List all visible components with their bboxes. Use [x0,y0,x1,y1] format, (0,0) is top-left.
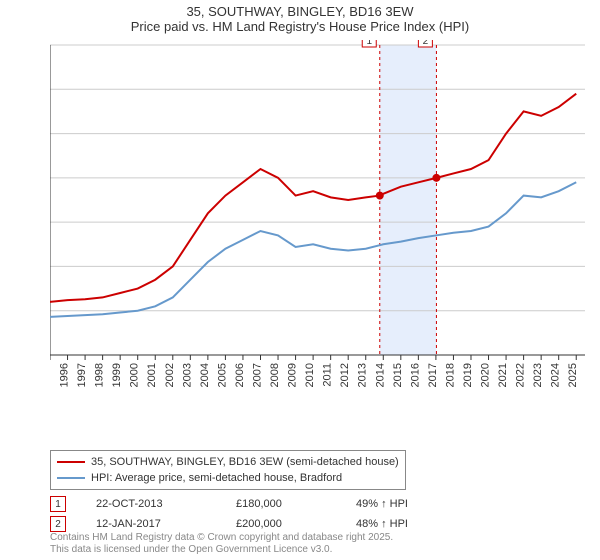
svg-text:2004: 2004 [199,363,211,387]
legend-swatch [57,461,85,463]
legend-label: HPI: Average price, semi-detached house,… [91,470,342,486]
legend-swatch [57,477,85,479]
svg-text:2013: 2013 [357,363,369,387]
transaction-price: £200,000 [236,518,326,530]
svg-text:2018: 2018 [444,363,456,387]
transaction-table: 1 22-OCT-2013 £180,000 49% ↑ HPI 2 12-JAN-201… [50,496,590,532]
transaction-number-box: 2 [50,516,66,532]
svg-text:2007: 2007 [251,363,263,387]
svg-text:2000: 2000 [129,363,141,387]
transaction-pct: 48% ↑ HPI [356,518,408,530]
line-chart: £0£50K£100K£150K£200K£250K£300K£350K1995… [50,40,590,410]
transaction-row: 2 12-JAN-2017 £200,000 48% ↑ HPI [50,516,590,532]
svg-text:2005: 2005 [216,363,228,387]
svg-text:1999: 1999 [111,363,123,387]
legend-item: HPI: Average price, semi-detached house,… [57,470,399,486]
legend-label: 35, SOUTHWAY, BINGLEY, BD16 3EW (semi-de… [91,454,399,470]
svg-text:2002: 2002 [164,363,176,387]
svg-text:1: 1 [366,40,372,47]
svg-text:2003: 2003 [181,363,193,387]
svg-text:2011: 2011 [322,363,334,387]
transaction-row: 1 22-OCT-2013 £180,000 49% ↑ HPI [50,496,590,512]
title-line-1: 35, SOUTHWAY, BINGLEY, BD16 3EW [0,4,600,19]
svg-text:2009: 2009 [287,363,299,387]
transaction-price: £180,000 [236,498,326,510]
legend-box: 35, SOUTHWAY, BINGLEY, BD16 3EW (semi-de… [50,450,406,490]
footer-line-2: This data is licensed under the Open Gov… [50,544,393,556]
title-line-2: Price paid vs. HM Land Registry's House … [0,19,600,34]
svg-text:2017: 2017 [427,363,439,387]
svg-text:1995: 1995 [50,363,53,387]
transaction-date: 12-JAN-2017 [96,518,206,530]
svg-text:2023: 2023 [532,363,544,387]
svg-text:2020: 2020 [480,363,492,387]
svg-text:2006: 2006 [234,363,246,387]
svg-text:1997: 1997 [76,363,88,387]
svg-text:2: 2 [423,40,429,47]
svg-text:2012: 2012 [339,363,351,387]
svg-text:2001: 2001 [146,363,158,387]
title-block: 35, SOUTHWAY, BINGLEY, BD16 3EW Price pa… [0,0,600,36]
svg-text:2016: 2016 [409,363,421,387]
svg-text:2015: 2015 [392,363,404,387]
transaction-date: 22-OCT-2013 [96,498,206,510]
svg-text:1998: 1998 [94,363,106,387]
legend-item: 35, SOUTHWAY, BINGLEY, BD16 3EW (semi-de… [57,454,399,470]
svg-text:2019: 2019 [462,363,474,387]
legend-and-table: 35, SOUTHWAY, BINGLEY, BD16 3EW (semi-de… [50,450,590,536]
transaction-pct: 49% ↑ HPI [356,498,408,510]
svg-text:2021: 2021 [497,363,509,387]
footer-line-1: Contains HM Land Registry data © Crown c… [50,532,393,544]
svg-text:2022: 2022 [515,363,527,387]
svg-text:2014: 2014 [374,363,386,387]
chart-container: 35, SOUTHWAY, BINGLEY, BD16 3EW Price pa… [0,0,600,560]
transaction-number-box: 1 [50,496,66,512]
svg-text:1996: 1996 [59,363,71,387]
svg-text:2024: 2024 [550,363,562,387]
svg-text:2010: 2010 [304,363,316,387]
svg-text:2008: 2008 [269,363,281,387]
footer-attribution: Contains HM Land Registry data © Crown c… [50,532,393,556]
svg-text:2025: 2025 [567,363,579,387]
